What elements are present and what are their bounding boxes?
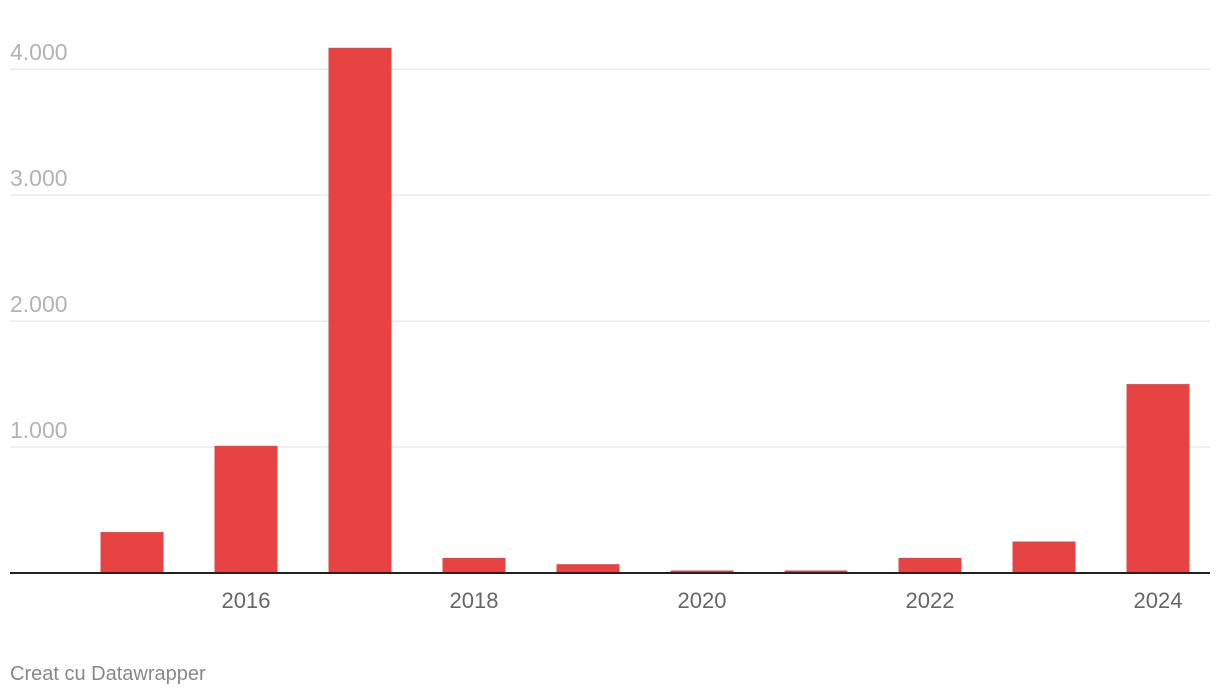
y-tick-label: 4.000 [10, 39, 68, 65]
credit: Creat cu Datawrapper [10, 663, 206, 685]
y-tick-label: 2.000 [10, 291, 68, 317]
bar [556, 564, 620, 573]
y-tick-label: 1.000 [10, 417, 68, 443]
x-tick-label: 2020 [678, 588, 727, 613]
y-tick-label: 3.000 [10, 165, 68, 191]
x-tick-label: 2022 [906, 588, 955, 613]
bar [1012, 541, 1076, 573]
x-tick-label: 2018 [450, 588, 499, 613]
bar [214, 445, 278, 573]
bar [1126, 384, 1190, 573]
bar [100, 532, 164, 573]
bar [670, 570, 734, 573]
bar [328, 47, 392, 574]
x-tick-label: 2024 [1134, 588, 1183, 613]
x-tick-label: 2016 [222, 588, 271, 613]
bar [898, 557, 962, 573]
bar [442, 557, 506, 573]
bar [784, 570, 848, 573]
